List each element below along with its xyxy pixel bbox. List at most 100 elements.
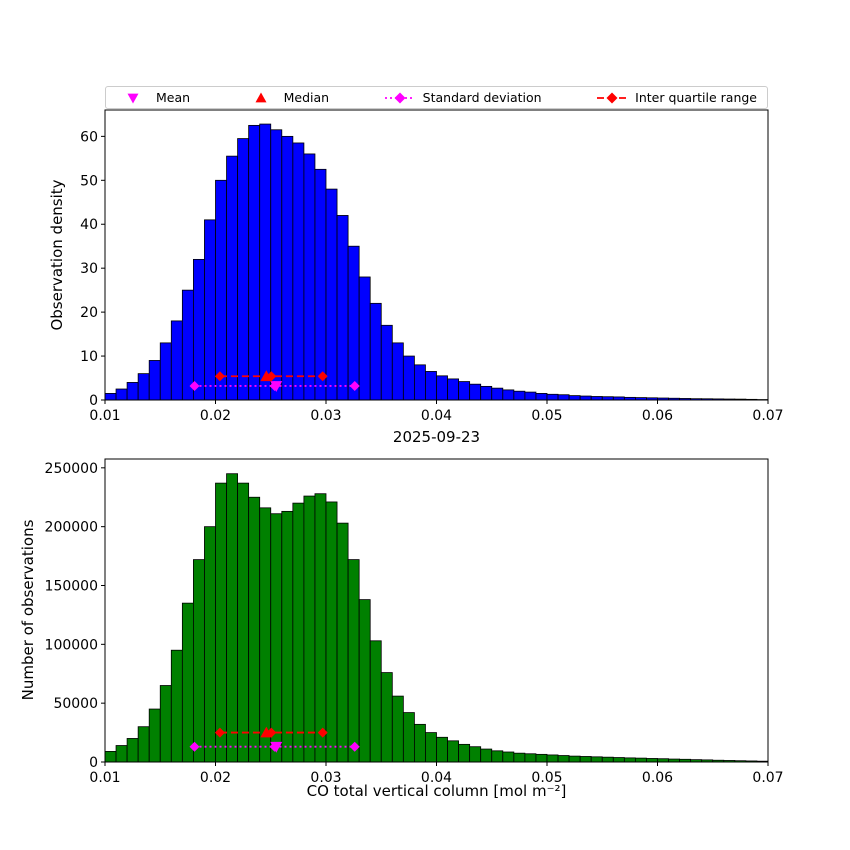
counts-histogram-bar (303, 495, 316, 763)
counts-histogram-bar (546, 754, 559, 763)
counts-histogram-bar (292, 502, 305, 763)
density-histogram-bar (259, 123, 272, 401)
density-histogram-bar (369, 302, 382, 401)
y-tick-label: 0 (89, 755, 98, 771)
density-histogram-bar (436, 375, 448, 401)
density-histogram-bar (192, 258, 205, 401)
counts-histogram-bar (215, 482, 227, 763)
density-histogram-bar (491, 387, 504, 401)
inter-quartile-range-diamond-icon (595, 91, 629, 105)
density-histogram-bar (248, 124, 261, 401)
density-histogram-bar (579, 395, 592, 401)
counts-histogram-bar (104, 751, 117, 763)
x-axis-label: CO total vertical column [mol m⁻²] (306, 782, 567, 800)
counts-histogram-bar (181, 602, 194, 763)
y-tick-label: 250000 (45, 461, 98, 477)
counts-histogram-bar (204, 526, 216, 763)
legend-item-median: Median (244, 90, 329, 105)
legend-label-standard-deviation: Standard deviation (422, 90, 542, 105)
mean-triangle-down-icon (116, 91, 150, 105)
median-triangle-marker (260, 370, 273, 382)
counts-histogram-bar (192, 559, 205, 763)
density-histogram-bar (226, 155, 239, 401)
counts-histogram-bar (425, 732, 437, 763)
x-tick-label: 0.03 (310, 408, 341, 424)
counts-histogram-bar (248, 496, 261, 763)
density-histogram-bar (181, 289, 194, 401)
iqr-low-diamond-marker (214, 371, 225, 382)
y-tick-label: 40 (80, 217, 98, 233)
counts-histogram-bar (623, 757, 636, 763)
density-histogram-bar (469, 383, 482, 401)
density-histogram-bar (568, 395, 581, 401)
density-histogram-bar (425, 371, 437, 401)
inter-quartile-range-marker-glyph (597, 92, 628, 103)
y-tick-label: 0 (89, 393, 98, 409)
counts-histogram-bar (358, 599, 371, 763)
y-tick-label: 50000 (53, 696, 98, 712)
counts-histogram-bar (535, 753, 548, 763)
date-title: 2025-09-23 (392, 428, 481, 446)
counts-histogram-bar (413, 723, 426, 763)
density-histogram-bar (237, 138, 250, 401)
iqr-high-diamond-marker (317, 727, 328, 738)
density-histogram-bar (215, 179, 227, 401)
counts-histogram-bar (568, 755, 581, 763)
counts-histogram-bar (126, 738, 139, 763)
density-histogram-bar (115, 388, 128, 401)
x-tick-label: 0.03 (310, 770, 341, 786)
counts-histogram-bar (325, 501, 338, 763)
x-tick-label: 0.05 (531, 770, 562, 786)
x-tick-label: 0.01 (89, 408, 120, 424)
counts-histogram-bar (347, 559, 360, 763)
x-tick-label: 0.06 (642, 408, 673, 424)
counts-histogram-bar (402, 712, 415, 763)
y-tick-label: 150000 (45, 578, 98, 594)
counts-histogram-bar (502, 751, 515, 763)
mean-triangle-marker (270, 741, 283, 753)
counts-histogram-bar (237, 482, 250, 763)
density-histogram-bar (413, 364, 426, 401)
triangle-down-icon (127, 93, 139, 103)
counts-histogram-bar (148, 708, 161, 763)
counts-histogram-bar (391, 695, 404, 763)
density-histogram-bar (590, 396, 603, 401)
y-tick-label: 20 (80, 305, 98, 321)
density-histogram-bar (347, 245, 360, 401)
density-histogram-bar (557, 394, 570, 401)
y-tick-label: 50 (80, 173, 98, 189)
x-tick-label: 0.01 (89, 770, 120, 786)
counts-histogram-bar (369, 640, 382, 763)
density-histogram-bar (402, 355, 415, 401)
density-histogram-bar (391, 342, 404, 401)
median-triangle-marker (260, 726, 273, 738)
legend-label-inter-quartile-range: Inter quartile range (635, 90, 757, 105)
counts-histogram-bar (380, 672, 393, 763)
counts-histogram-bar (314, 493, 327, 763)
density-histogram-bar (546, 393, 559, 401)
std-low-diamond-marker (189, 741, 200, 752)
y-tick-label: 100000 (45, 637, 98, 653)
median-triangle-up-icon (244, 91, 278, 105)
y-tick-label: 60 (80, 129, 98, 145)
counts-histogram-bar (491, 750, 504, 763)
density-histogram-bar (458, 381, 471, 401)
counts-histogram-bar (557, 755, 570, 763)
density-histogram-bar (380, 324, 393, 401)
counts-histogram-bar (115, 745, 128, 763)
counts-histogram-bar (226, 473, 239, 763)
counts-histogram-bar (480, 748, 493, 763)
counts-histogram-bar (436, 736, 448, 763)
density-histogram-bar (204, 219, 216, 401)
counts-histogram-bar (336, 522, 349, 763)
density-histogram-bar (303, 153, 316, 401)
legend: Mean Median Standard deviation Inter qua… (105, 86, 768, 109)
legend-label-mean: Mean (156, 90, 191, 105)
density-histogram-bar (137, 373, 150, 401)
y-tick-label: 200000 (45, 520, 98, 536)
counts-histogram-bar (281, 510, 294, 763)
density-histogram-bar (281, 135, 294, 401)
std-high-diamond-marker (349, 741, 360, 752)
